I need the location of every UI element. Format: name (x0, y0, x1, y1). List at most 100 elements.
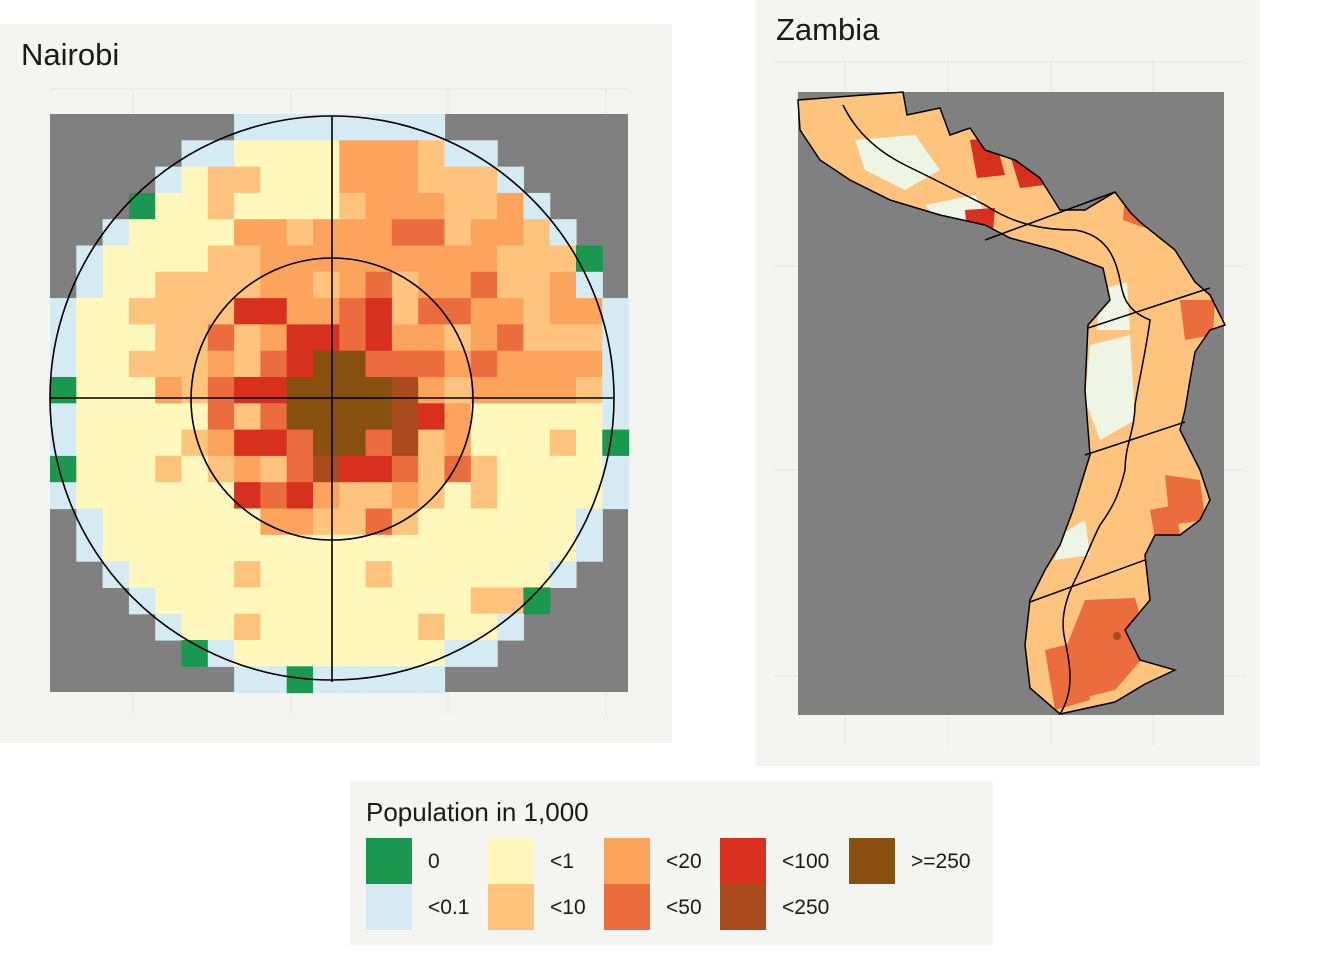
nairobi-grid-cell (286, 561, 314, 588)
nairobi-grid-cell (523, 403, 551, 431)
nairobi-grid-cell (470, 429, 498, 457)
nairobi-grid-cell (418, 640, 446, 667)
nairobi-grid-cell (128, 429, 156, 457)
nairobi-grid-cell (470, 324, 498, 352)
nairobi-grid-cell (155, 298, 183, 325)
nairobi-grid-cell (365, 166, 393, 194)
legend-label-1: <0.1 (428, 896, 470, 919)
nairobi-grid-cell (234, 561, 261, 588)
nairobi-grid-cell (313, 377, 340, 404)
nairobi-grid-cell (207, 508, 235, 536)
nairobi-grid-cell (365, 271, 393, 299)
nairobi-grid-cell (391, 324, 419, 352)
nairobi-grid-cell (207, 377, 235, 404)
nairobi-grid-cell (181, 613, 209, 641)
legend-swatch-1 (366, 884, 412, 930)
nairobi-grid-cell (286, 298, 314, 325)
nairobi-grid-cell (470, 482, 498, 510)
nairobi-grid-cell (260, 666, 288, 694)
nairobi-grid-cell (391, 482, 419, 510)
nairobi-grid-cell (155, 219, 183, 247)
nairobi-grid-cell (260, 245, 288, 273)
nairobi-grid-cell (391, 587, 419, 615)
nairobi-grid-cell (365, 140, 393, 168)
nairobi-grid-cell (128, 403, 156, 431)
nairobi-grid-cell (549, 429, 577, 457)
nairobi-grid-cell (418, 613, 446, 641)
nairobi-grid-cell (260, 219, 288, 247)
nairobi-grid-cell (576, 534, 603, 562)
nairobi-grid-cell (50, 350, 77, 378)
nairobi-grid-cell (418, 271, 446, 299)
nairobi-grid-cell (260, 613, 288, 641)
legend-label-0: 0 (428, 850, 440, 873)
nairobi-grid-cell (444, 640, 472, 667)
nairobi-grid-cell (444, 534, 472, 562)
nairobi-grid-cell (365, 613, 393, 641)
nairobi-grid-cell (207, 587, 235, 615)
nairobi-grid-cell (76, 298, 104, 325)
nairobi-grid-cell (155, 166, 183, 194)
nairobi-grid-cell (602, 324, 630, 352)
nairobi-grid-cell (470, 219, 498, 247)
nairobi-grid-cell (313, 324, 340, 352)
zambia-population-patch (1045, 640, 1090, 710)
nairobi-grid-cell (181, 166, 209, 194)
nairobi-grid-cell (444, 561, 472, 588)
nairobi-grid-cell (549, 377, 577, 404)
nairobi-grid-cell (391, 350, 419, 378)
nairobi-grid-cell (497, 192, 524, 220)
legend-label-5: <50 (666, 896, 702, 919)
nairobi-grid-cell (391, 455, 419, 483)
nairobi-grid-cell (523, 350, 551, 378)
nairobi-grid-cell (549, 508, 577, 536)
nairobi-grid-cell (102, 377, 130, 404)
nairobi-grid-cell (523, 455, 551, 483)
nairobi-grid-cell (523, 508, 551, 536)
nairobi-grid-cell (549, 298, 577, 325)
nairobi-grid-cell (339, 219, 367, 247)
legend-swatch-7 (720, 884, 766, 930)
nairobi-grid-cell (155, 377, 183, 404)
nairobi-grid-cell (470, 403, 498, 431)
nairobi-grid-cell (418, 482, 446, 510)
nairobi-grid-cell (76, 324, 104, 352)
nairobi-grid-cell (497, 271, 524, 299)
nairobi-grid-cell (339, 429, 367, 457)
nairobi-grid-cell (497, 613, 524, 641)
nairobi-grid-cell (602, 403, 630, 431)
zambia-population-patch (1113, 632, 1121, 640)
nairobi-grid-cell (181, 482, 209, 510)
nairobi-grid-cell (444, 324, 472, 352)
nairobi-grid-cell (234, 245, 261, 273)
nairobi-grid-cell (181, 561, 209, 588)
nairobi-grid-cell (260, 482, 288, 510)
legend-label-3: <10 (550, 896, 586, 919)
nairobi-grid-cell (365, 403, 393, 431)
nairobi-grid-cell (234, 114, 261, 141)
nairobi-grid-cell (313, 429, 340, 457)
nairobi-grid-cell (497, 350, 524, 378)
nairobi-grid-cell (444, 403, 472, 431)
nairobi-grid-cell (207, 561, 235, 588)
nairobi-grid-cell (260, 587, 288, 615)
nairobi-grid-cell (444, 245, 472, 273)
nairobi-grid-cell (339, 640, 367, 667)
nairobi-grid-cell (155, 534, 183, 562)
nairobi-grid-cell (234, 534, 261, 562)
nairobi-grid-cell (602, 350, 630, 378)
nairobi-grid-cell (365, 666, 393, 694)
nairobi-population-grid (50, 114, 630, 694)
nairobi-grid-cell (365, 508, 393, 536)
nairobi-grid-cell (576, 482, 603, 510)
nairobi-grid-cell (260, 192, 288, 220)
nairobi-grid-cell (470, 561, 498, 588)
nairobi-grid-cell (339, 166, 367, 194)
nairobi-grid-cell (234, 429, 261, 457)
legend-swatch-6 (720, 838, 766, 884)
nairobi-grid-cell (549, 455, 577, 483)
zambia-population-patch (1085, 335, 1135, 440)
nairobi-grid-cell (313, 403, 340, 431)
nairobi-grid-cell (234, 666, 261, 694)
nairobi-grid-cell (76, 455, 104, 483)
